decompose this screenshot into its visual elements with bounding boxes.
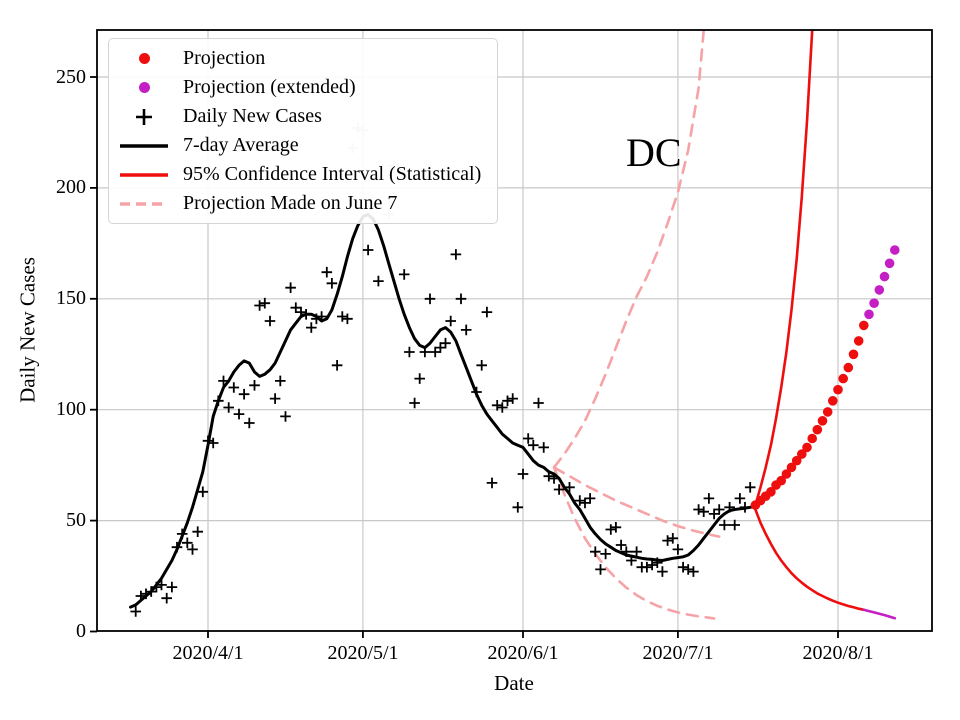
legend-item-projection: Projection [109,44,497,73]
magenta-dot-icon [115,82,173,93]
june7-projection-lower [552,466,716,620]
projection-dots [750,320,869,510]
axis-ticks [90,76,839,638]
x-tick-label-may: 2020/5/1 [327,642,399,664]
plus-marker-icon [115,106,173,128]
y-tick-label-150: 150 [56,287,86,309]
plot-frame [96,29,933,632]
region-annotation-dc: DC [626,130,682,175]
legend-label: Projection Made on June 7 [183,192,398,214]
x-tick-label-apr: 2020/4/1 [172,642,244,664]
pink-dashed-line-icon [115,201,173,207]
legend-label: 95% Confidence Interval (Statistical) [183,163,482,185]
legend-item-daily-new-cases: Daily New Cases [109,102,497,131]
legend-label: Projection (extended) [183,76,356,98]
legend-label: 7-day Average [183,134,299,156]
series-layer [129,30,900,620]
legend-item-7day-average: 7-day Average [109,131,497,160]
y-axis-label: Daily New Cases [15,257,40,403]
ci-lower-extended [862,608,897,620]
y-tick-label-100: 100 [56,398,86,420]
x-tick-label-jul: 2020/7/1 [642,642,714,664]
legend-item-projection-extended: Projection (extended) [109,73,497,102]
black-line-icon [115,143,173,149]
x-axis-label: Date [494,671,534,695]
red-line-icon [115,172,173,178]
y-tick-label-200: 200 [56,176,86,198]
legend-item-june7-projection: Projection Made on June 7 [109,189,497,218]
legend-label: Projection [183,47,266,69]
june7-projection-upper [552,30,706,469]
y-tick-label-250: 250 [56,66,86,88]
projection-extended-dots [864,245,900,320]
legend-item-confidence-interval: 95% Confidence Interval (Statistical) [109,160,497,189]
daily-new-cases [130,244,756,617]
june7-projection-central [552,466,721,538]
legend: Projection Projection (extended) Daily N… [108,38,498,224]
ci-lower [754,508,866,612]
legend-label: Daily New Cases [183,105,322,127]
y-tick-label-50: 50 [66,509,86,531]
y-tick-label-0: 0 [76,620,86,642]
x-tick-label-aug: 2020/8/1 [802,642,874,664]
ci-upper [754,30,814,507]
seven-day-average [129,213,757,609]
red-dot-icon [115,53,173,64]
x-tick-label-jun: 2020/6/1 [487,642,559,664]
